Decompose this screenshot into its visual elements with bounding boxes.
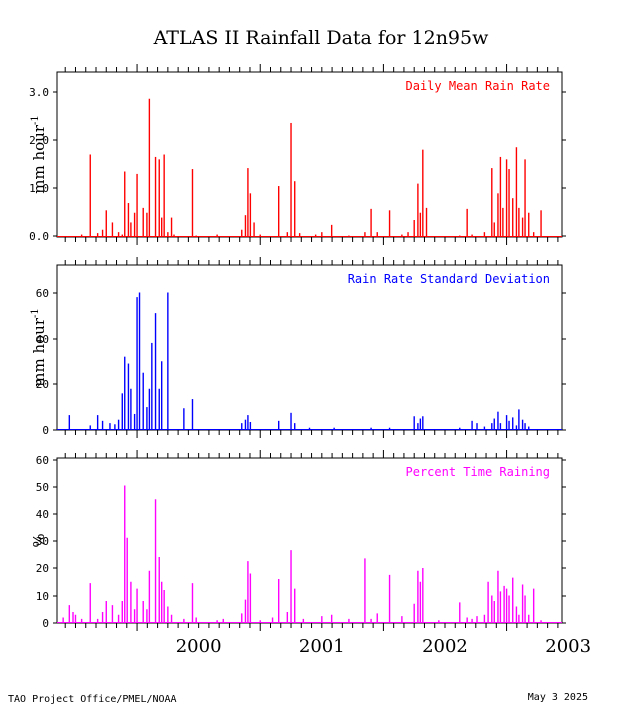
chart-title: ATLAS II Rainfall Data for 12n95w — [153, 27, 489, 49]
year-label: 2003 — [545, 636, 591, 657]
y-tick-label: 50 — [36, 481, 49, 494]
y-tick-label: 20 — [36, 378, 49, 391]
y-tick-label: 20 — [36, 562, 49, 575]
panel-2: 0 20 40 60 Rain Rate Standard Deviation mm ho… — [30, 257, 566, 438]
y-tick-label: 40 — [36, 333, 49, 346]
y-tick-label: 2.0 — [29, 134, 49, 147]
panel-title: Percent Time Raining — [406, 465, 551, 479]
y-tick-label: 0 — [42, 424, 49, 437]
y-axis-label-exponent: -1 — [30, 308, 41, 318]
y-tick-label: 10 — [36, 590, 49, 603]
y-tick-label: 1.0 — [29, 182, 49, 195]
y-tick-label: 0 — [42, 617, 49, 630]
y-axis-label: mm hour-1 — [30, 115, 48, 194]
y-tick-label: 3.0 — [29, 86, 49, 99]
y-axis-label: % — [30, 533, 48, 547]
year-label: 2000 — [176, 636, 222, 657]
y-axis-label: mm hour-1 — [30, 308, 48, 387]
plot-frame — [56, 71, 563, 238]
chart-panels: 0.0 1.0 2.0 3.0 Daily Mean Rain Rate mm hour-… — [29, 64, 566, 631]
y-tick-label: 60 — [36, 287, 49, 300]
footer-date: May 3 2025 — [528, 692, 588, 703]
plot-frame — [56, 457, 563, 624]
year-label: 2002 — [422, 636, 468, 657]
y-tick-label: 40 — [36, 508, 49, 521]
panel-3: 0 10 20 30 40 50 60 Percent Time Raining% — [30, 450, 566, 631]
plot-frame — [56, 264, 563, 431]
panel-title: Rain Rate Standard Deviation — [348, 272, 550, 286]
year-axis-labels: 2000 2001 2002 2003 — [176, 636, 591, 657]
y-tick-label: 30 — [36, 535, 49, 548]
footer-credit: TAO Project Office/PMEL/NOAA — [8, 694, 177, 705]
y-tick-label: 60 — [36, 454, 49, 467]
y-axis-label-exponent: -1 — [30, 115, 41, 125]
panel-title: Daily Mean Rain Rate — [406, 79, 551, 93]
panel-1: 0.0 1.0 2.0 3.0 Daily Mean Rain Rate mm hour-… — [29, 64, 566, 245]
year-label: 2001 — [299, 636, 345, 657]
y-tick-label: 0.0 — [29, 230, 49, 243]
